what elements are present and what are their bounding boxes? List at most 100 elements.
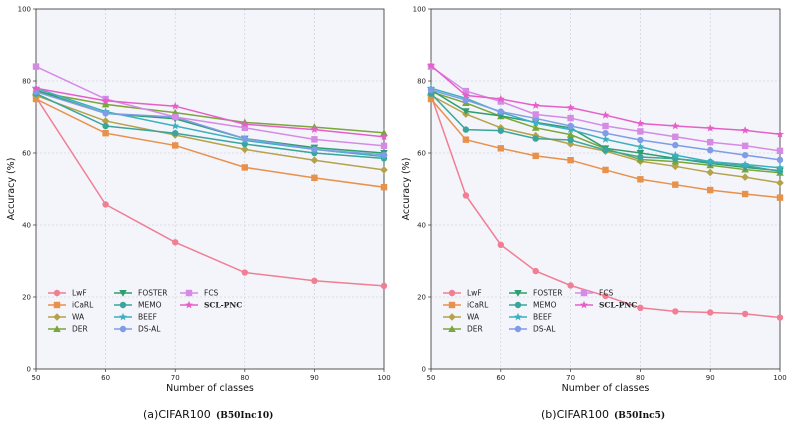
legend-label-memo: MEMO <box>138 301 162 310</box>
legend-marker-ds-al <box>514 325 522 333</box>
caption-a-tag: (B50Inc10) <box>216 410 273 421</box>
legend-marker-wa <box>53 313 61 321</box>
data-point-fcs <box>311 136 318 143</box>
y-tick-label: 0 <box>27 366 31 374</box>
legend-label-lwf: LwF <box>72 289 87 298</box>
data-point-fcs <box>707 139 714 146</box>
data-point-scl-pnc <box>427 61 435 69</box>
series-line-scl-pnc <box>35 87 385 138</box>
data-point-lwf <box>776 314 784 321</box>
x-tick-label: 100 <box>773 374 786 382</box>
x-tick-label: 50 <box>427 374 436 382</box>
data-point-fcs <box>776 147 784 155</box>
legend-marker-lwf <box>53 289 61 297</box>
data-point-fcs <box>637 128 644 135</box>
data-point-ds-al <box>567 122 574 130</box>
data-point-beef <box>171 121 180 130</box>
x-tick-label: 60 <box>496 374 505 382</box>
data-point-lwf <box>637 304 644 311</box>
data-point-ds-al <box>637 136 644 144</box>
data-point-scl-pnc <box>636 119 645 127</box>
legend-label-ds-al: DS-AL <box>533 325 556 334</box>
data-point-icarl <box>172 142 179 149</box>
series-line-wa <box>35 94 385 171</box>
data-point-memo <box>602 146 609 154</box>
data-point-ds-al <box>241 135 248 142</box>
legend-label-icarl: iCaRL <box>467 301 489 310</box>
plot-area <box>36 9 384 369</box>
x-tick-label: 80 <box>240 374 249 382</box>
data-point-lwf <box>741 310 749 318</box>
data-point-wa <box>241 145 249 154</box>
data-point-memo <box>637 153 644 161</box>
data-point-beef <box>531 118 540 127</box>
data-point-lwf <box>311 277 318 284</box>
data-point-beef <box>636 142 645 151</box>
data-point-memo <box>497 127 504 134</box>
data-point-memo <box>532 135 539 142</box>
legend-marker-der <box>53 325 61 332</box>
data-point-lwf <box>380 282 388 290</box>
data-point-scl-pnc <box>496 94 505 103</box>
legend-label-ds-al: DS-AL <box>138 325 161 334</box>
data-point-icarl <box>532 152 539 160</box>
x-tick-label: 90 <box>310 374 319 382</box>
y-tick-label: 20 <box>22 294 31 302</box>
series-line-fcs <box>35 65 385 147</box>
series-line-lwf <box>35 96 385 287</box>
data-point-scl-pnc <box>741 126 750 134</box>
data-point-wa <box>776 179 784 187</box>
plot-area <box>431 9 780 369</box>
legend-marker-der <box>448 325 456 332</box>
data-point-wa <box>310 156 319 164</box>
x-tick-label: 80 <box>636 374 645 382</box>
legend-marker-ds-al <box>119 325 127 333</box>
data-point-icarl <box>380 184 388 191</box>
series-line-icarl <box>35 98 385 188</box>
data-point-scl-pnc <box>310 125 319 133</box>
y-axis-label: Accuracy (%) <box>401 158 412 221</box>
x-tick-label: 70 <box>171 374 180 382</box>
legend-marker-memo <box>514 301 522 309</box>
legend-marker-lwf <box>448 289 456 297</box>
y-tick-label: 100 <box>18 6 31 14</box>
x-axis-label: Number of classes <box>166 383 254 394</box>
legend-label-der: DER <box>467 325 483 334</box>
caption-b: (b)CIFAR100 <box>541 408 609 421</box>
data-point-der <box>531 124 540 131</box>
legend-marker-memo <box>119 301 127 309</box>
data-point-scl-pnc <box>101 96 110 105</box>
data-point-fcs <box>741 142 749 149</box>
data-point-lwf <box>602 292 609 300</box>
x-axis-label: Number of classes <box>562 383 650 394</box>
data-point-der <box>380 129 388 136</box>
data-point-fcs <box>32 63 40 70</box>
data-point-fcs <box>602 122 609 130</box>
series-line-memo <box>35 92 385 160</box>
x-tick-label: 100 <box>377 374 390 382</box>
data-point-ds-al <box>741 151 749 159</box>
y-tick-label: 40 <box>417 222 426 230</box>
data-point-wa <box>101 117 110 125</box>
data-point-der <box>101 100 110 108</box>
data-point-icarl <box>707 186 714 194</box>
data-point-icarl <box>462 136 470 143</box>
data-point-der <box>566 130 575 138</box>
data-point-memo <box>462 126 470 133</box>
data-point-fcs <box>172 113 179 121</box>
data-point-ds-al <box>380 151 388 158</box>
data-point-foster <box>462 108 470 116</box>
data-point-icarl <box>497 145 504 152</box>
data-point-memo <box>102 122 109 130</box>
y-tick-label: 20 <box>417 294 426 302</box>
data-point-icarl <box>567 157 574 164</box>
data-point-beef <box>706 157 715 166</box>
axis-frame <box>430 8 781 370</box>
data-point-lwf <box>532 267 539 275</box>
legend-label-scl-pnc: SCL-PNC <box>204 301 242 310</box>
data-point-fcs <box>241 124 248 131</box>
legend-label-scl-pnc: SCL-PNC <box>599 301 637 310</box>
series-line-der <box>35 91 385 134</box>
data-point-icarl <box>741 190 749 198</box>
data-point-ds-al <box>497 108 504 115</box>
